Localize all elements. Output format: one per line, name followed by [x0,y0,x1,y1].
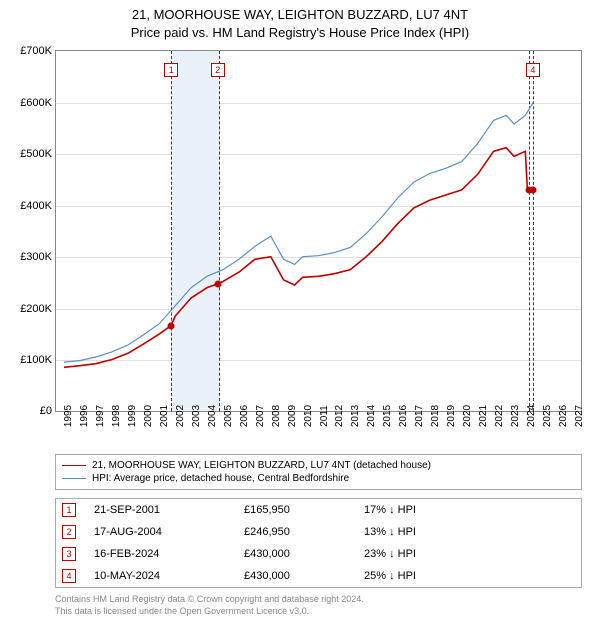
line-property [64,148,531,368]
footer-line-1: Contains HM Land Registry data © Crown c… [55,594,582,606]
sale-dot [214,281,221,288]
row-number-box: 2 [62,525,76,539]
row-pct: 23% ↓ HPI [364,548,474,560]
table-row: 1 21-SEP-2001£165,95017% ↓ HPI [56,499,581,521]
chart-container: 21, MOORHOUSE WAY, LEIGHTON BUZZARD, LU7… [0,0,600,624]
footer-note: Contains HM Land Registry data © Crown c… [55,594,582,623]
marker-box: 4 [526,63,540,77]
row-number-box: 4 [62,569,76,583]
row-date: 17-AUG-2004 [94,526,244,538]
y-tick-label: £600K [20,97,52,109]
footer-line-2: This data is licensed under the Open Gov… [55,606,582,618]
y-tick-label: £200K [20,303,52,315]
y-tick-label: £400K [20,200,52,212]
row-price: £430,000 [244,570,364,582]
table-row: 3 16-FEB-2024£430,00023% ↓ HPI [56,543,581,565]
y-tick-label: £100K [20,354,52,366]
legend-row-red: 21, MOORHOUSE WAY, LEIGHTON BUZZARD, LU7… [62,459,575,472]
row-date: 16-FEB-2024 [94,548,244,560]
row-number-box: 3 [62,547,76,561]
legend-swatch-red [62,465,86,466]
plot-area: £0£100K£200K£300K£400K£500K£600K£700K124 [55,50,582,412]
row-pct: 17% ↓ HPI [364,504,474,516]
y-tick-label: £0 [40,405,52,417]
legend-swatch-blue [62,478,86,479]
y-tick-label: £300K [20,251,52,263]
row-price: £165,950 [244,504,364,516]
title-line-1: 21, MOORHOUSE WAY, LEIGHTON BUZZARD, LU7… [0,6,600,24]
table-row: 4 10-MAY-2024£430,00025% ↓ HPI [56,565,581,587]
row-pct: 25% ↓ HPI [364,570,474,582]
sale-dot [529,187,536,194]
plot-svg [56,51,581,411]
row-pct: 13% ↓ HPI [364,526,474,538]
table-row: 2 17-AUG-2004£246,95013% ↓ HPI [56,521,581,543]
row-date: 21-SEP-2001 [94,504,244,516]
y-tick-label: £500K [20,148,52,160]
row-number-box: 1 [62,503,76,517]
row-price: £246,950 [244,526,364,538]
legend: 21, MOORHOUSE WAY, LEIGHTON BUZZARD, LU7… [55,454,582,490]
x-axis-labels: 1995199619971998199920002001200220032004… [55,412,582,452]
legend-label-blue: HPI: Average price, detached house, Cent… [92,473,349,484]
legend-label-red: 21, MOORHOUSE WAY, LEIGHTON BUZZARD, LU7… [92,460,431,471]
legend-row-blue: HPI: Average price, detached house, Cent… [62,472,575,485]
y-tick-label: £700K [20,45,52,57]
sale-dot [168,323,175,330]
title-line-2: Price paid vs. HM Land Registry's House … [0,24,600,42]
row-price: £430,000 [244,548,364,560]
line-hpi [64,103,533,363]
sales-table: 1 21-SEP-2001£165,95017% ↓ HPI 2 17-AUG-200… [55,498,582,588]
row-date: 10-MAY-2024 [94,570,244,582]
marker-box: 2 [211,63,225,77]
marker-box: 1 [164,63,178,77]
title-block: 21, MOORHOUSE WAY, LEIGHTON BUZZARD, LU7… [0,0,600,42]
